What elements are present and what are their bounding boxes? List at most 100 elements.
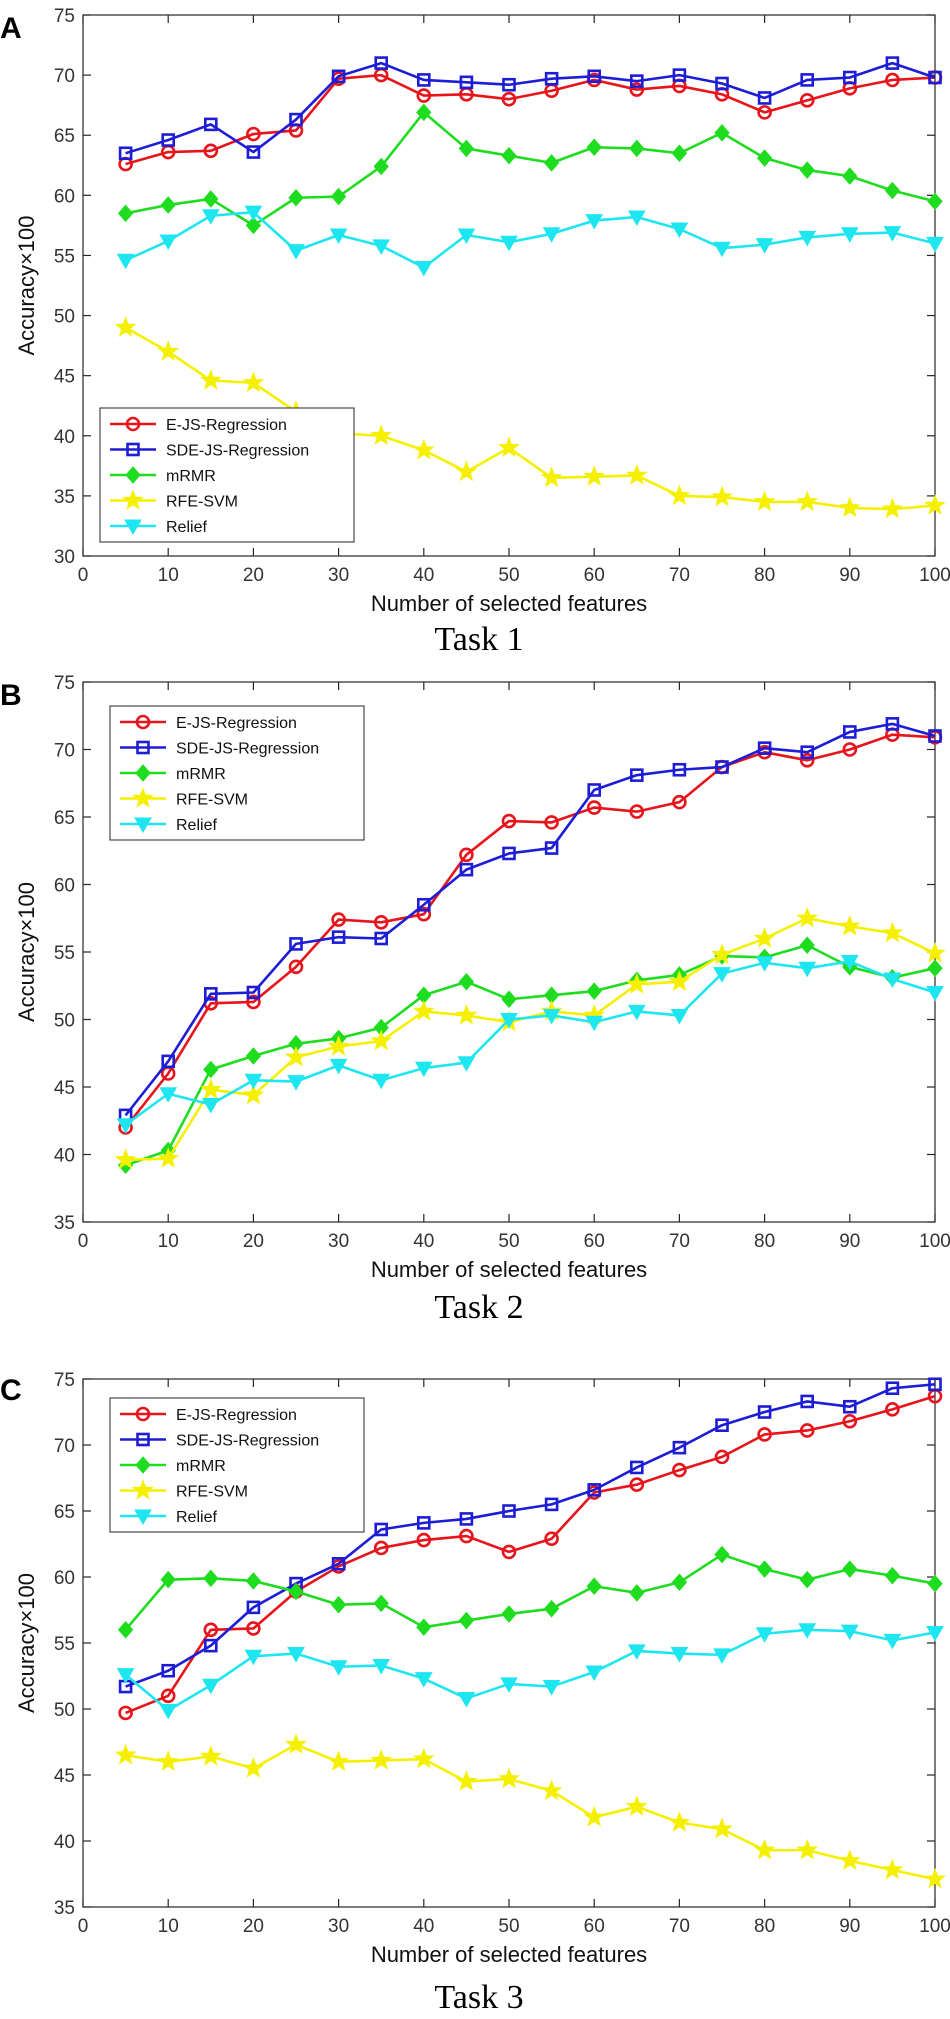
data-point <box>116 253 135 270</box>
data-point <box>842 1413 858 1429</box>
data-point <box>881 921 904 943</box>
data-point <box>159 234 178 251</box>
legend-marker <box>126 442 140 457</box>
chart-panel-c: 0 10 20 30 40 50 60 70 80 90 100 35 40 45 50 55 60 65 70 75… <box>0 1370 950 2016</box>
series-line <box>124 1628 936 1712</box>
y-tick-label: 55 <box>54 1634 75 1655</box>
data-point <box>715 1418 729 1432</box>
legend-label: E-JS-Regression <box>176 1407 297 1424</box>
legend: E-JS-Regression SDE-JS-Regression mRMR RFE-… <box>109 1397 365 1533</box>
data-point <box>330 1595 347 1614</box>
series-sde-js-regression <box>118 56 942 161</box>
data-point <box>455 460 478 482</box>
data-point <box>501 146 517 165</box>
data-point <box>416 1516 431 1530</box>
data-point <box>840 1624 859 1641</box>
series-line <box>124 326 936 511</box>
data-point <box>459 75 474 90</box>
data-point <box>327 1750 350 1772</box>
data-point <box>500 235 518 252</box>
data-point <box>798 230 817 247</box>
series-line <box>125 1382 936 1688</box>
data-point <box>114 1743 137 1765</box>
data-point <box>203 143 219 159</box>
x-tick-label: 30 <box>328 565 349 586</box>
data-point <box>885 1381 900 1396</box>
data-point <box>459 847 474 863</box>
x-tick-label: 60 <box>584 1916 605 1937</box>
data-point <box>799 1423 815 1438</box>
data-point <box>629 768 644 782</box>
data-point <box>798 961 817 978</box>
data-point <box>883 972 902 989</box>
data-point <box>885 56 900 70</box>
x-tick-label: 70 <box>669 1916 690 1937</box>
data-point <box>755 238 774 254</box>
data-point <box>285 1045 307 1067</box>
data-point <box>329 1660 348 1676</box>
data-point <box>625 972 648 994</box>
data-point <box>459 1528 474 1544</box>
data-point <box>672 794 687 810</box>
data-point <box>711 943 733 964</box>
legend-marker <box>134 1509 152 1526</box>
y-tick-label: 35 <box>54 1898 75 1919</box>
data-point <box>629 82 645 97</box>
data-point <box>842 1560 858 1578</box>
data-point <box>412 999 435 1021</box>
data-point <box>881 497 904 519</box>
x-tick-label: 0 <box>78 1231 89 1252</box>
chart-panel-a: 0 10 20 30 40 50 60 70 80 90 100 30 35 40 45 50 55 60 65 70… <box>0 6 950 658</box>
data-point <box>199 1745 222 1766</box>
data-point <box>542 1680 561 1696</box>
data-point <box>627 1644 646 1660</box>
data-point <box>331 69 346 84</box>
data-point <box>374 1522 389 1537</box>
data-point <box>459 862 474 877</box>
y-tick-label: 35 <box>54 1213 75 1234</box>
data-point <box>881 1858 904 1880</box>
data-point <box>242 371 265 393</box>
data-point <box>668 484 691 506</box>
series-line <box>125 210 936 269</box>
data-point <box>416 88 432 103</box>
data-point <box>542 1008 561 1025</box>
data-point <box>416 906 432 922</box>
x-tick-label: 50 <box>498 1916 519 1937</box>
data-point <box>713 967 731 983</box>
data-point <box>204 1638 218 1653</box>
x-tick-label: 30 <box>328 1916 349 1937</box>
data-point <box>242 1083 265 1105</box>
data-point <box>204 117 218 132</box>
data-point <box>203 1060 219 1079</box>
data-point <box>370 424 393 446</box>
data-point <box>117 1621 134 1639</box>
data-point <box>840 227 859 243</box>
data-point <box>414 1672 433 1688</box>
data-point <box>370 1749 393 1770</box>
data-point <box>203 190 219 208</box>
data-point <box>544 815 559 830</box>
series-relief <box>116 954 944 1134</box>
legend-label: mRMR <box>176 766 226 783</box>
data-point <box>544 71 559 86</box>
data-point <box>583 465 606 486</box>
data-point <box>159 1703 178 1720</box>
data-point <box>840 954 859 971</box>
series-line <box>125 1743 936 1881</box>
y-tick-label: 40 <box>54 1832 75 1853</box>
data-point <box>883 1633 902 1650</box>
data-point <box>838 1849 861 1871</box>
y-tick-label: 55 <box>54 943 75 964</box>
x-tick-label: 20 <box>243 1916 264 1937</box>
legend-marker <box>135 764 151 782</box>
series-sde-js-regression <box>118 717 942 1123</box>
data-point <box>711 485 733 507</box>
data-point <box>928 1377 942 1392</box>
panel-letter: C <box>0 1374 22 1407</box>
data-point <box>711 1817 733 1839</box>
data-point <box>842 742 858 757</box>
data-point <box>928 729 942 743</box>
series-mrmr <box>117 103 943 235</box>
data-point <box>583 1805 606 1827</box>
